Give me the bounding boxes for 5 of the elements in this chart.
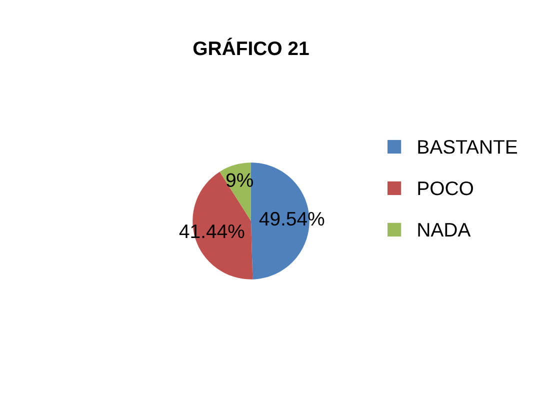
legend-label: POCO — [418, 181, 473, 196]
legend-label: BASTANTE — [418, 140, 518, 154]
data-label: 9% — [226, 173, 253, 187]
chart-title: GRÁFICO 21 — [193, 38, 309, 56]
legend-label: NADA — [418, 223, 471, 236]
